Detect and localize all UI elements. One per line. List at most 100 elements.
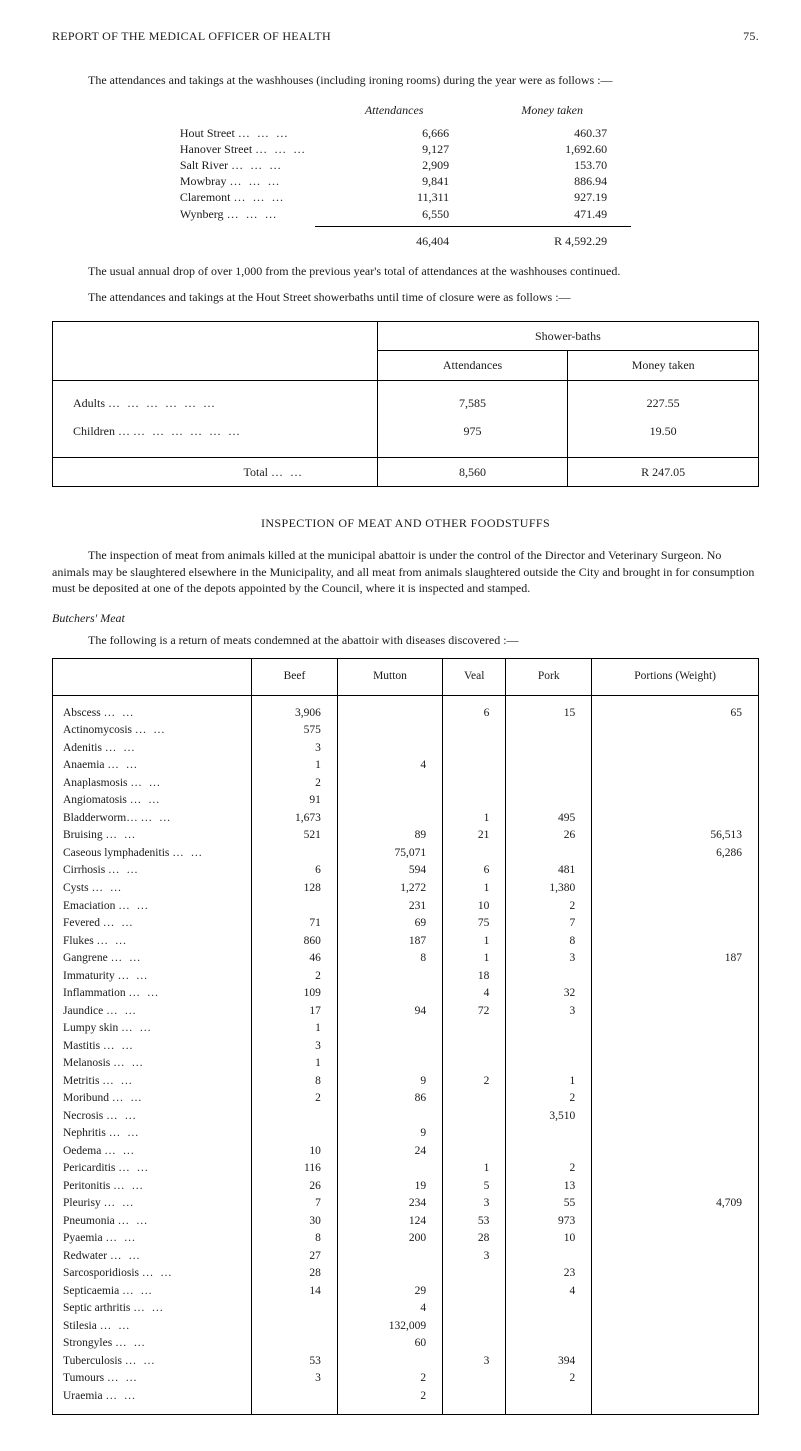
meat-veal <box>443 1318 506 1336</box>
meat-disease: Pyaemia … … <box>53 1230 252 1248</box>
meat-beef: 91 <box>252 792 338 810</box>
meat-pork: 13 <box>506 1178 592 1196</box>
meat-veal <box>443 757 506 775</box>
meat-pork: 1 <box>506 1073 592 1091</box>
meat-disease: Flukes … … <box>53 933 252 951</box>
meat-disease: Pericarditis … … <box>53 1160 252 1178</box>
meat-portions: 65 <box>592 695 759 722</box>
meat-pork: 3 <box>506 1003 592 1021</box>
meat-beef: 1 <box>252 1020 338 1038</box>
meat-veal <box>443 740 506 758</box>
takings-col-money: Money taken <box>473 100 631 124</box>
meat-portions <box>592 1370 759 1388</box>
meat-pork: 394 <box>506 1353 592 1371</box>
meat-beef: 575 <box>252 722 338 740</box>
meat-beef: 2 <box>252 1090 338 1108</box>
section-title: INSPECTION OF MEAT AND OTHER FOODSTUFFS <box>52 515 759 531</box>
meat-pork: 10 <box>506 1230 592 1248</box>
meat-veal <box>443 1143 506 1161</box>
meat-row: Jaundice … …1794723 <box>53 1003 759 1021</box>
shower-row-children: Children … … … … … … … 975 19.50 <box>53 417 759 458</box>
meat-row: Redwater … …273 <box>53 1248 759 1266</box>
meat-pork: 15 <box>506 695 592 722</box>
meat-veal: 72 <box>443 1003 506 1021</box>
meat-disease: Bladderworm… … … <box>53 810 252 828</box>
meat-disease: Actinomycosis … … <box>53 722 252 740</box>
shower-total-att: 8,560 <box>377 458 568 487</box>
meat-disease: Immaturity … … <box>53 968 252 986</box>
takings-row: Wynberg … … …6,550471.49 <box>180 206 631 222</box>
meat-mutton <box>337 810 442 828</box>
meat-pork: 32 <box>506 985 592 1003</box>
meat-row: Fevered … …7169757 <box>53 915 759 933</box>
meat-mutton <box>337 1265 442 1283</box>
meat-disease: Metritis … … <box>53 1073 252 1091</box>
intro-paragraph: The attendances and takings at the washh… <box>88 72 759 88</box>
takings-mon: 1,692.60 <box>473 141 631 157</box>
meat-mutton <box>337 968 442 986</box>
meat-disease: Melanosis … … <box>53 1055 252 1073</box>
meat-mutton: 231 <box>337 898 442 916</box>
meat-col-mutton: Mutton <box>337 659 442 696</box>
meat-pork <box>506 1300 592 1318</box>
meat-beef: 1 <box>252 757 338 775</box>
meat-mutton <box>337 1353 442 1371</box>
meat-row: Gangrene … …46813187 <box>53 950 759 968</box>
meat-veal <box>443 1300 506 1318</box>
meat-row: Anaemia … …14 <box>53 757 759 775</box>
meat-row: Lumpy skin … …1 <box>53 1020 759 1038</box>
takings-total-att: 46,404 <box>315 226 473 249</box>
meat-mutton: 234 <box>337 1195 442 1213</box>
meat-row: Adenitis … …3 <box>53 740 759 758</box>
meat-veal: 10 <box>443 898 506 916</box>
meat-pork: 7 <box>506 915 592 933</box>
meat-veal <box>443 1090 506 1108</box>
meat-veal: 18 <box>443 968 506 986</box>
meat-veal <box>443 1283 506 1301</box>
meat-portions <box>592 985 759 1003</box>
meat-row: Cirrhosis … …65946481 <box>53 862 759 880</box>
takings-total-row: 46,404R 4,592.29 <box>180 226 631 249</box>
meat-pork: 1,380 <box>506 880 592 898</box>
meat-beef <box>252 1318 338 1336</box>
meat-disease: Lumpy skin … … <box>53 1020 252 1038</box>
meat-row: Cysts … …1281,27211,380 <box>53 880 759 898</box>
meat-veal: 53 <box>443 1213 506 1231</box>
meat-disease: Abscess … … <box>53 695 252 722</box>
meat-portions <box>592 1073 759 1091</box>
meat-portions <box>592 1230 759 1248</box>
meat-veal <box>443 1038 506 1056</box>
meat-mutton: 1,272 <box>337 880 442 898</box>
meat-portions <box>592 933 759 951</box>
meat-row: Metritis … …8921 <box>53 1073 759 1091</box>
meat-mutton: 60 <box>337 1335 442 1353</box>
meat-mutton <box>337 1160 442 1178</box>
meat-mutton: 594 <box>337 862 442 880</box>
meat-disease: Moribund … … <box>53 1090 252 1108</box>
meat-beef: 28 <box>252 1265 338 1283</box>
meat-portions <box>592 740 759 758</box>
shower-row-adults: Adults … … … … … … 7,585 227.55 <box>53 380 759 417</box>
meat-col-beef: Beef <box>252 659 338 696</box>
takings-col-attendances: Attendances <box>315 100 473 124</box>
meat-pork: 481 <box>506 862 592 880</box>
meat-row: Pleurisy … …72343554,709 <box>53 1195 759 1213</box>
meat-beef: 30 <box>252 1213 338 1231</box>
takings-loc: Claremont … … … <box>180 189 315 205</box>
page-number: 75. <box>743 28 759 44</box>
meat-disease: Caseous lymphadenitis … … <box>53 845 252 863</box>
meat-disease: Cysts … … <box>53 880 252 898</box>
meat-mutton: 132,009 <box>337 1318 442 1336</box>
meat-portions <box>592 898 759 916</box>
meat-portions: 56,513 <box>592 827 759 845</box>
meat-beef: 27 <box>252 1248 338 1266</box>
meat-row: Septicaemia … …14294 <box>53 1283 759 1301</box>
takings-loc: Hanover Street … … … <box>180 141 315 157</box>
meat-row: Bruising … …52189212656,513 <box>53 827 759 845</box>
meat-portions <box>592 1143 759 1161</box>
para-inspection: The inspection of meat from animals kill… <box>52 547 759 596</box>
meat-disease: Sarcosporidiosis … … <box>53 1265 252 1283</box>
meat-beef <box>252 1108 338 1126</box>
shower-children-mon: 19.50 <box>568 417 759 458</box>
meat-portions: 187 <box>592 950 759 968</box>
